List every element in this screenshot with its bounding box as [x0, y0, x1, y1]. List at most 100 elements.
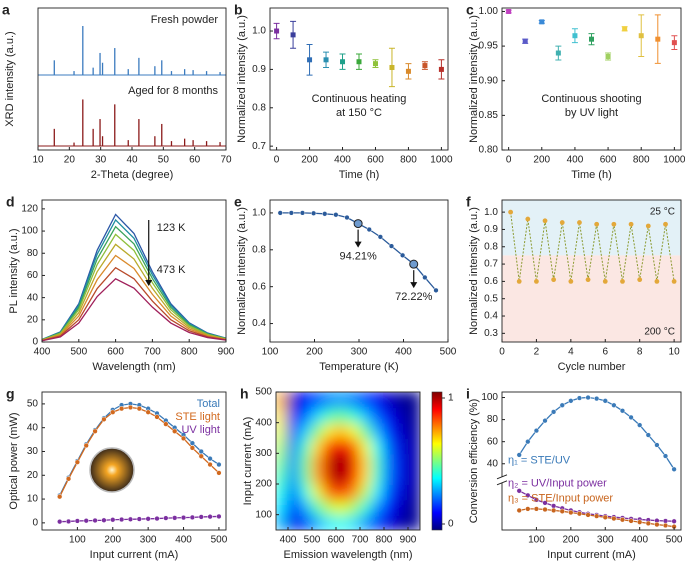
y-axis-label: Optical power (mW) — [8, 412, 20, 509]
heat-cell — [287, 437, 301, 455]
x-tick-label: 500 — [304, 535, 321, 546]
x-tick-label: 600 — [107, 347, 124, 358]
heat-cell — [311, 483, 325, 501]
heat-cell — [407, 513, 420, 530]
marker — [671, 466, 677, 472]
x-tick-label: 400 — [631, 535, 648, 546]
plot-area — [42, 213, 226, 342]
heat-cell — [359, 513, 373, 530]
arrow-head — [354, 241, 362, 248]
heat-cell — [371, 483, 385, 501]
point — [307, 57, 313, 63]
marker — [322, 211, 328, 217]
heat-cell — [359, 437, 373, 455]
x-tick-label: 0 — [506, 155, 512, 166]
marker — [207, 514, 213, 520]
panel: Continuous heating at 150 °C 0 200 400 600 800… — [234, 2, 453, 181]
heat-cell — [311, 467, 325, 485]
x-tick-label: 70 — [220, 155, 232, 166]
heat-cell — [287, 452, 301, 470]
heat-cell — [335, 483, 349, 501]
y-axis-label: PL intensity (a.u.) — [8, 228, 20, 313]
marker — [127, 404, 134, 411]
marker — [189, 440, 196, 446]
marker — [216, 513, 222, 520]
marker — [533, 427, 540, 434]
point — [438, 66, 444, 72]
heat-cell — [383, 421, 397, 439]
marker — [619, 517, 626, 523]
x-axis-label: Input current (mA) — [90, 549, 179, 561]
plot-area — [57, 401, 222, 525]
y-tick-label: 0.8 — [484, 241, 498, 252]
panel: 25 °C 200 °C 0 2 4 6 8 10 0.3 0.4 0.5 0.6 0.7 0.8 0.9 1… — [466, 194, 682, 373]
marker — [163, 515, 169, 521]
marker — [136, 406, 142, 412]
marker — [542, 418, 548, 424]
heat-cell — [299, 392, 313, 409]
heat-cell — [287, 498, 301, 516]
marker — [585, 277, 591, 283]
series-line — [42, 254, 226, 341]
heat-cell — [347, 392, 361, 409]
marker — [663, 221, 668, 227]
led-inset — [89, 447, 135, 493]
y-axis-label: Input current (mA) — [242, 417, 254, 506]
y-tick-label: 500 — [255, 387, 272, 398]
point — [506, 8, 512, 14]
x-tick-label: 200 — [301, 155, 318, 166]
x-tick-label: 1000 — [663, 155, 685, 166]
heat-cell — [276, 437, 289, 455]
plot-area — [502, 200, 681, 342]
heat-cell — [299, 421, 313, 439]
x-axis-label: Temperature (K) — [319, 361, 398, 373]
heat-cell — [395, 392, 409, 409]
heat-cell — [311, 437, 325, 455]
panel: η₁ = STE/UV η₂ = UV/Input power η₃ = STE/I… — [466, 386, 683, 561]
marker — [172, 515, 178, 521]
marker — [568, 278, 574, 284]
region — [502, 200, 681, 256]
heat-cell — [299, 467, 313, 485]
y-tick-label: 0.90 — [479, 75, 499, 86]
marker — [83, 518, 89, 524]
marker — [577, 220, 582, 225]
y-tick-label: 30 — [27, 446, 39, 457]
marker — [662, 522, 669, 529]
annotation: 123 K — [157, 222, 186, 234]
plot-area — [38, 26, 226, 147]
heat-cell — [311, 498, 325, 516]
marker — [550, 409, 557, 415]
heat-cell — [299, 483, 313, 501]
highlight-label: 72.22% — [395, 291, 433, 303]
marker — [57, 519, 63, 525]
marker — [654, 442, 660, 448]
marker — [433, 287, 439, 294]
marker — [645, 223, 651, 229]
x-tick-label: 800 — [633, 155, 650, 166]
heat-cell — [395, 513, 409, 530]
y-tick-label: 200 — [255, 479, 272, 490]
x-tick-label: 400 — [395, 347, 412, 358]
point — [589, 36, 594, 42]
marker — [110, 409, 116, 415]
x-tick-label: 400 — [175, 535, 192, 546]
panel-label: i — [466, 386, 470, 402]
x-tick-label: 50 — [158, 155, 170, 166]
marker — [602, 398, 608, 404]
marker — [671, 278, 677, 284]
x-axis-label: Time (h) — [339, 169, 380, 181]
heat-cell — [323, 498, 337, 516]
annotation: 473 K — [157, 264, 186, 276]
y-axis-label: Normalized intensity (a.u.) — [468, 15, 480, 143]
marker — [207, 461, 213, 468]
marker — [310, 210, 317, 216]
marker — [594, 221, 600, 227]
heat-cell — [347, 421, 361, 439]
frame — [41, 391, 227, 531]
panel: 94.21% 72.22% 100 200 300 400 500 0.4 0.6 0.8 1.0 T… — [234, 194, 457, 373]
heat-cell — [407, 392, 420, 409]
legend-entry: UV light — [181, 424, 220, 436]
annotation: at 150 °C — [336, 107, 382, 119]
marker — [101, 416, 107, 423]
